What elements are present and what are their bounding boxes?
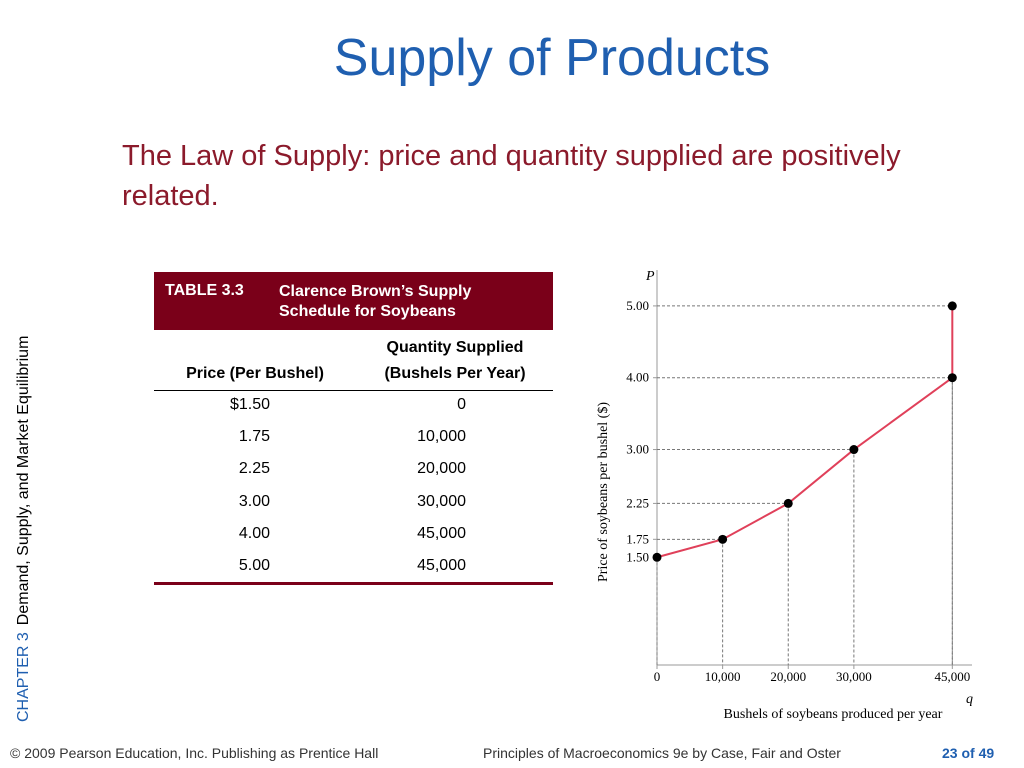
y-axis-title: Price of soybeans per bushel ($) bbox=[596, 402, 611, 582]
x-tick-label: 0 bbox=[654, 669, 661, 684]
chapter-number: CHAPTER 3 bbox=[15, 632, 32, 722]
y-tick-label: 5.00 bbox=[626, 298, 649, 313]
y-tick-label: 1.75 bbox=[626, 531, 649, 546]
column-header: Quantity Supplied (Bushels Per Year) bbox=[384, 339, 526, 382]
y-tick-label: 3.00 bbox=[626, 442, 649, 457]
table-cell: 20,000 bbox=[417, 460, 466, 478]
x-tick-label: 45,000 bbox=[934, 669, 970, 684]
data-point bbox=[947, 373, 957, 383]
table-label: TABLE 3.3 bbox=[165, 282, 244, 299]
x-tick-label: 20,000 bbox=[770, 669, 806, 684]
page-number: 23 of 49 bbox=[942, 745, 995, 761]
table-cell: 3.00 bbox=[238, 492, 270, 510]
table-cell: 10,000 bbox=[417, 428, 466, 446]
data-point bbox=[849, 445, 859, 455]
table-cell: 45,000 bbox=[417, 557, 466, 574]
supply-curve bbox=[656, 305, 954, 559]
table-cell: 2.25 bbox=[238, 460, 270, 478]
rule bbox=[154, 582, 553, 585]
data-point bbox=[718, 534, 728, 544]
chapter-name: Demand, Supply, and Market Equilibrium bbox=[15, 336, 32, 626]
rule bbox=[154, 390, 553, 391]
data-point bbox=[947, 301, 957, 311]
subtitle: The Law of Supply: price and quantity su… bbox=[122, 140, 901, 212]
x-axis-symbol: q bbox=[966, 692, 973, 707]
y-tick-label: 4.00 bbox=[626, 370, 649, 385]
data-point bbox=[652, 552, 662, 562]
table-cell: 1.75 bbox=[238, 428, 270, 446]
y-axis-symbol: P bbox=[645, 269, 655, 284]
column-header: Price (Per Bushel) bbox=[186, 365, 324, 382]
table-cell: $1.50 bbox=[229, 396, 270, 413]
table-cell: 0 bbox=[457, 396, 466, 413]
table-cell: 4.00 bbox=[238, 524, 270, 542]
table-title: Clarence Brown’s Supply Schedule for Soy… bbox=[279, 283, 472, 320]
y-tick-label: 1.50 bbox=[626, 549, 649, 564]
table-header: TABLE 3.3 Clarence Brown’s Supply Schedu… bbox=[154, 272, 553, 330]
footer-book: Principles of Macroeconomics 9e by Case,… bbox=[483, 745, 841, 761]
x-tick-label: 10,000 bbox=[705, 669, 741, 684]
table-cell: 45,000 bbox=[417, 524, 466, 542]
y-tick-label: 2.25 bbox=[626, 495, 649, 510]
slide-title: Supply of Products bbox=[333, 29, 771, 87]
footer-copyright: © 2009 Pearson Education, Inc. Publishin… bbox=[10, 745, 379, 761]
side-label: CHAPTER 3 Demand, Supply, and Market Equi… bbox=[15, 336, 32, 722]
data-point bbox=[783, 498, 793, 508]
table-cell: 5.00 bbox=[238, 557, 270, 574]
x-axis-title: Bushels of soybeans produced per year bbox=[724, 707, 943, 722]
x-tick-label: 30,000 bbox=[836, 669, 872, 684]
table-cell: 30,000 bbox=[417, 492, 466, 510]
